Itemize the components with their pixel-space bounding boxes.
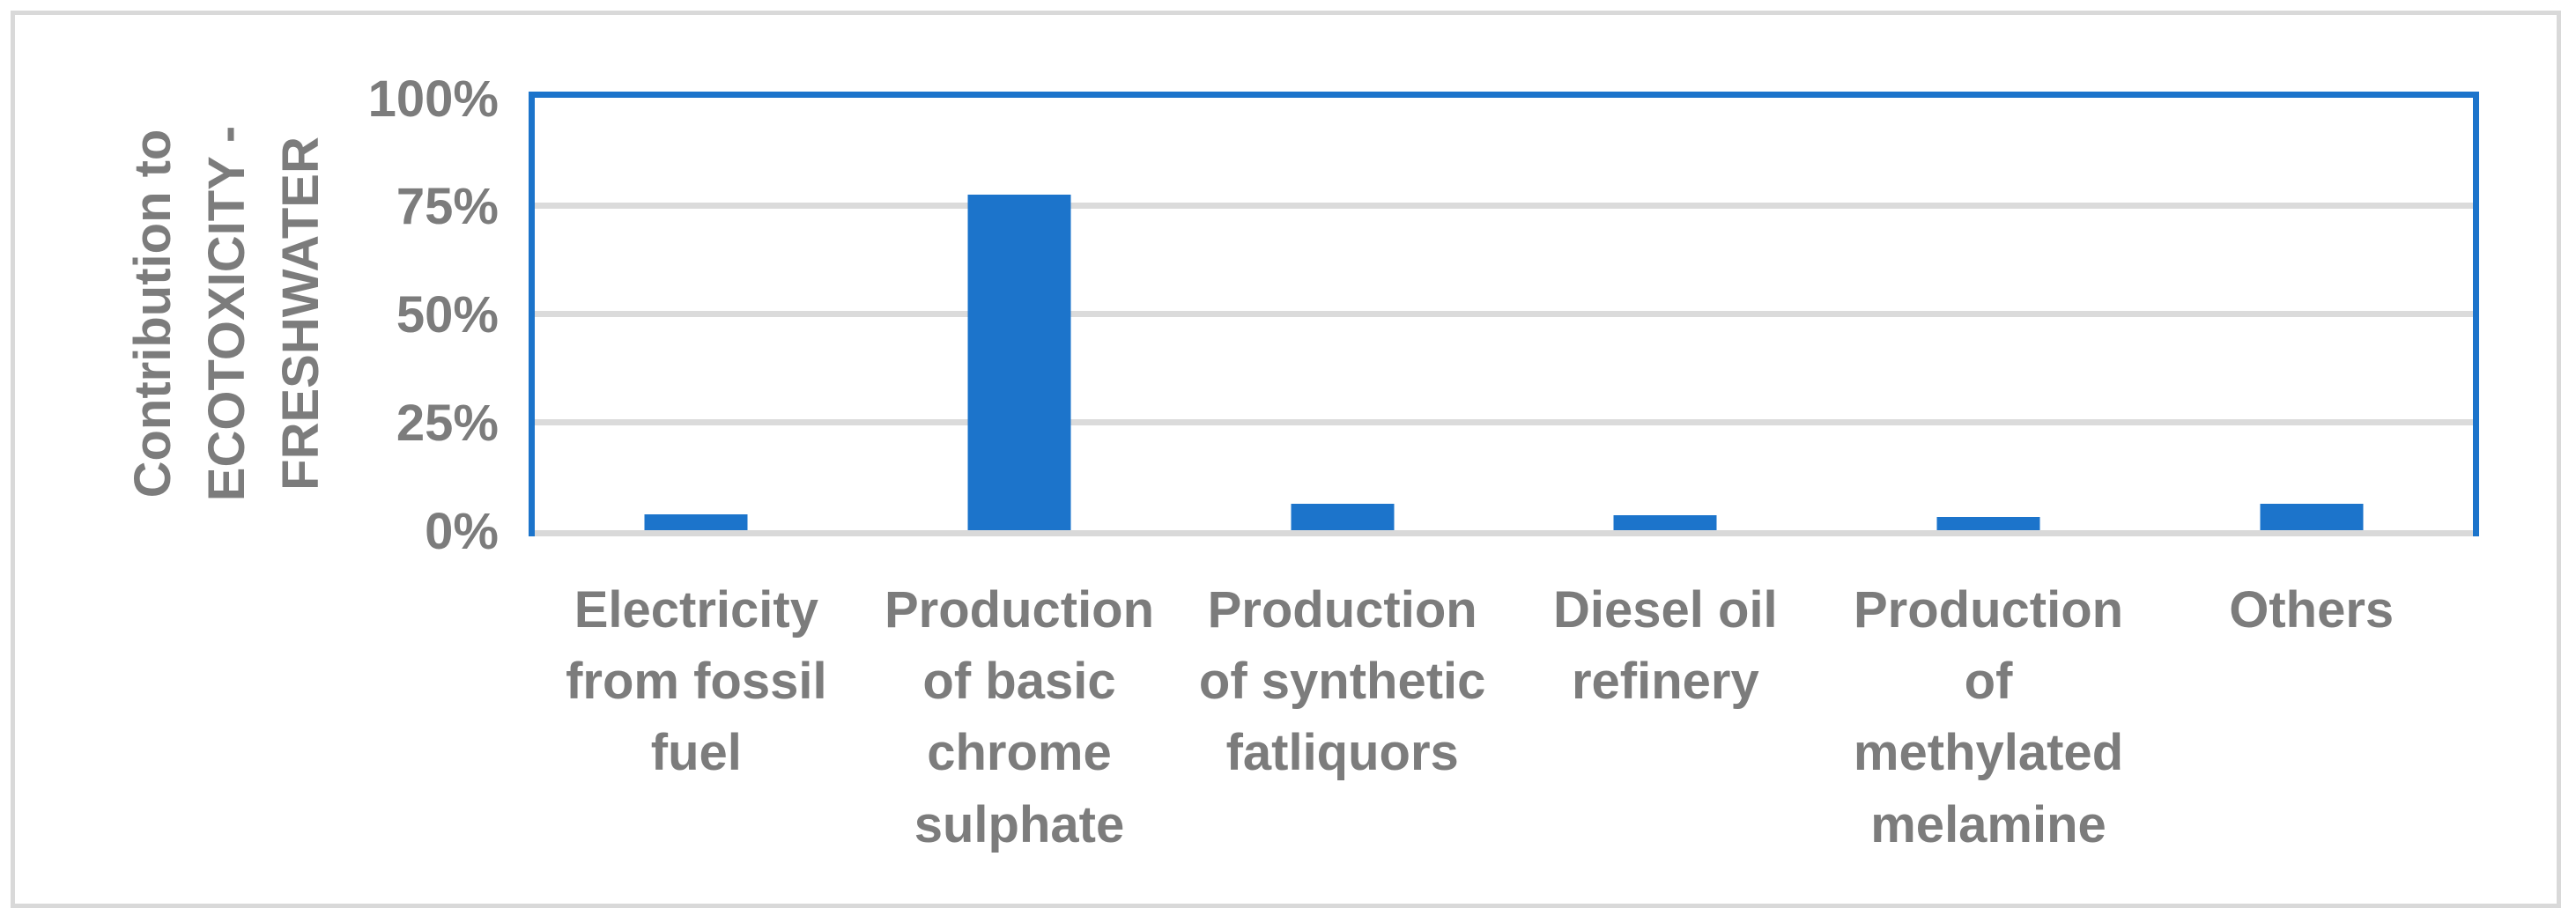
category-slot [2150, 98, 2473, 530]
category-slot [1504, 98, 1827, 530]
category-slot [1827, 98, 2150, 530]
x-category-label-2: Production of basic chrome sulphate [884, 581, 1155, 853]
bar-2 [967, 195, 1071, 530]
x-axis-labels: Electricity from fossil fuel Production o… [535, 574, 2473, 860]
bar-1 [644, 513, 748, 530]
category-slot [1181, 98, 1504, 530]
y-tick-label: 25% [396, 394, 499, 452]
category-slot [535, 98, 858, 530]
bar-4 [1613, 515, 1717, 530]
gridline-75 [535, 203, 2473, 210]
x-category-label-1: Electricity from fossil fuel [566, 581, 827, 782]
y-tick-label: 100% [367, 70, 499, 128]
bar-6 [2260, 503, 2364, 530]
x-category-label-6: Others [2229, 581, 2395, 639]
category-slot [858, 98, 1181, 530]
y-tick-label: 75% [396, 178, 499, 236]
y-tick-label: 50% [396, 285, 499, 343]
x-category-label-3: Production of synthetic fatliquors [1198, 581, 1486, 782]
y-axis-tick-labels: 100% 75% 50% 25% 0% [0, 0, 499, 617]
gridline-25 [535, 418, 2473, 425]
bar-3 [1291, 503, 1395, 530]
x-axis-line [535, 530, 2473, 536]
bars-container [535, 98, 2473, 530]
y-tick-label: 0% [425, 502, 499, 560]
x-category-label-4: Diesel oil refinery [1553, 581, 1778, 711]
x-category-label-5: Production of methylated melamine [1853, 581, 2124, 853]
bar-5 [1936, 516, 2040, 530]
plot-area [529, 92, 2479, 536]
gridline-50 [535, 311, 2473, 317]
